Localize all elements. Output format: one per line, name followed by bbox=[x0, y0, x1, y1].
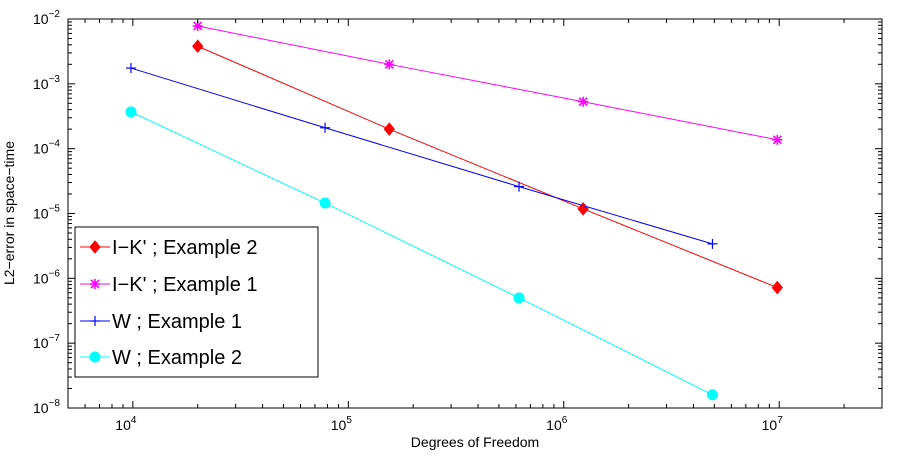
data-point bbox=[772, 134, 783, 145]
data-point bbox=[771, 280, 783, 295]
legend-label: I−K' ; Example 1 bbox=[112, 274, 258, 296]
series-line bbox=[197, 45, 778, 289]
y-tick-label: 10−5 bbox=[33, 204, 60, 222]
y-tick-label: 10−4 bbox=[33, 139, 60, 157]
data-point bbox=[90, 279, 100, 289]
x-tick-label: 104 bbox=[115, 415, 137, 433]
series-2 bbox=[192, 20, 783, 145]
legend: I−K' ; Example 2 I−K' ; Example 1 W ; Exa… bbox=[74, 226, 319, 378]
data-point bbox=[513, 292, 525, 304]
data-point bbox=[320, 122, 331, 133]
y-axis-title: L2−error in space−time bbox=[1, 141, 17, 285]
y-tick-label: 10−3 bbox=[33, 74, 60, 92]
data-point bbox=[707, 238, 718, 249]
series-layer bbox=[125, 20, 783, 401]
y-tick-label: 10−7 bbox=[33, 333, 60, 351]
data-point bbox=[125, 63, 136, 74]
data-point bbox=[514, 181, 525, 192]
x-tick-label: 107 bbox=[762, 415, 784, 433]
legend-label: I−K' ; Example 2 bbox=[112, 237, 258, 259]
legend-label: W ; Example 2 bbox=[112, 347, 242, 369]
data-point bbox=[578, 96, 589, 107]
series-4 bbox=[125, 106, 718, 401]
x-tick-label: 105 bbox=[331, 415, 353, 433]
data-point bbox=[89, 351, 101, 363]
y-tick-label: 10−2 bbox=[33, 9, 60, 27]
axes-layer: 104 105 106 107 10−8 10−7 10−6 10−5 10−4 10−3 10−2 bbox=[33, 9, 883, 433]
data-point bbox=[319, 197, 331, 209]
data-point bbox=[383, 122, 395, 136]
y-tick-label: 10−8 bbox=[33, 398, 60, 416]
x-axis-title: Degrees of Freedom bbox=[411, 434, 539, 450]
series-3 bbox=[125, 63, 718, 249]
legend-box bbox=[74, 226, 319, 378]
data-point bbox=[384, 59, 395, 70]
legend-entry: I−K' ; Example 1 bbox=[80, 274, 258, 296]
series-line bbox=[197, 25, 778, 141]
data-point bbox=[125, 106, 137, 118]
data-point bbox=[706, 389, 718, 401]
y-tick-label: 10−6 bbox=[33, 268, 60, 286]
legend-label: W ; Example 1 bbox=[112, 311, 242, 333]
data-point bbox=[192, 39, 204, 54]
x-tick-label: 106 bbox=[546, 415, 568, 433]
series-line bbox=[130, 67, 713, 245]
legend-entry: W ; Example 2 bbox=[80, 347, 242, 369]
plot-frame bbox=[67, 18, 883, 409]
data-point bbox=[90, 316, 100, 326]
legend-entry: W ; Example 1 bbox=[80, 311, 242, 333]
data-point bbox=[89, 240, 101, 254]
series-line bbox=[130, 111, 713, 396]
legend-entry: I−K' ; Example 2 bbox=[80, 237, 258, 259]
